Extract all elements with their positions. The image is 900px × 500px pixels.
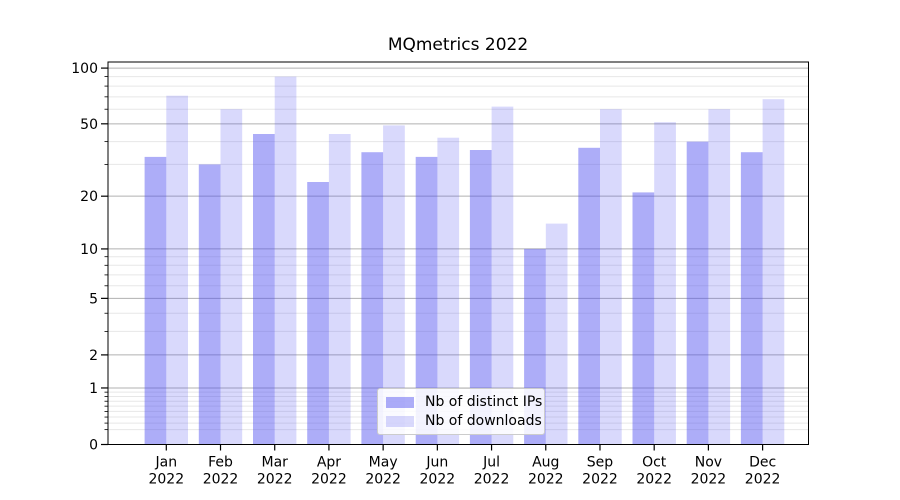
chart-title: MQmetrics 2022 [387, 35, 529, 55]
bar-downloads-aug [545, 223, 568, 444]
legend-item-downloads: Nb of downloads [386, 413, 542, 429]
x-tick-label-year-jan: 2022 [148, 472, 184, 488]
bar-ips-jul [469, 150, 492, 444]
y-tick-label-2: 2 [89, 348, 98, 364]
bar-ips-jan [144, 156, 167, 444]
bar-downloads-mar [274, 76, 297, 444]
x-tick-label-year-aug: 2022 [528, 472, 564, 488]
x-tick-label-month-mar: Mar [262, 455, 289, 471]
bar-downloads-jan [166, 95, 188, 444]
bar-ips-dec [740, 152, 763, 444]
bar-downloads-apr [328, 134, 351, 444]
bar-downloads-jun [437, 137, 460, 444]
bar-downloads-oct [654, 122, 676, 444]
x-tick-label-month-nov: Nov [695, 455, 722, 471]
x-tick-label-year-jun: 2022 [420, 472, 456, 488]
y-tick-label-20: 20 [80, 189, 98, 205]
legend: Nb of distinct IPs Nb of downloads [377, 388, 545, 435]
x-tick-label-month-jan: Jan [155, 455, 178, 471]
bar-downloads-nov [708, 109, 731, 444]
bar-ips-nov [686, 141, 709, 444]
y-tick-label-0: 0 [89, 438, 98, 454]
y-tick-label-10: 10 [80, 242, 98, 258]
bar-ips-sep [578, 147, 600, 445]
bar-downloads-may [383, 125, 405, 445]
x-tick-label-month-oct: Oct [642, 455, 667, 471]
x-tick-label-year-sep: 2022 [582, 472, 618, 488]
x-tick-label-month-feb: Feb [208, 455, 233, 471]
x-tick-label-year-dec: 2022 [745, 472, 781, 488]
x-tick-label-year-feb: 2022 [203, 472, 239, 488]
bar-ips-may [361, 152, 384, 444]
x-tick-label-month-aug: Aug [532, 455, 559, 471]
bar-downloads-sep [600, 109, 622, 444]
bar-ips-oct [632, 192, 655, 444]
y-tick-label-1: 1 [89, 381, 98, 397]
bar-ips-mar [253, 134, 275, 444]
bar-downloads-feb [220, 109, 243, 444]
x-tick-label-year-may: 2022 [365, 472, 401, 488]
bar-downloads-jul [491, 106, 514, 444]
y-tick-label-100: 100 [71, 61, 98, 77]
x-tick-label-year-apr: 2022 [311, 472, 347, 488]
x-tick-label-month-sep: Sep [587, 455, 614, 471]
x-tick-label-year-jul: 2022 [474, 472, 510, 488]
x-tick-label-year-mar: 2022 [257, 472, 293, 488]
legend-label-distinct-ips: Nb of distinct IPs [425, 394, 543, 410]
bar-ips-jun [415, 156, 438, 444]
legend-label-downloads: Nb of downloads [425, 413, 542, 429]
y-tick-label-5: 5 [89, 291, 98, 307]
legend-swatch-distinct-ips [386, 396, 414, 408]
legend-item-distinct-ips: Nb of distinct IPs [386, 394, 542, 410]
x-tick-label-month-apr: Apr [317, 455, 341, 471]
bar-ips-feb [198, 164, 221, 444]
legend-swatch-downloads [386, 415, 414, 427]
plot-border [107, 61, 809, 445]
y-tick-label-50: 50 [80, 117, 98, 133]
x-tick-label-month-may: May [369, 455, 398, 471]
x-tick-label-year-nov: 2022 [691, 472, 727, 488]
x-tick-label-year-oct: 2022 [636, 472, 672, 488]
x-tick-label-month-dec: Dec [749, 455, 776, 471]
bar-ips-apr [307, 182, 329, 444]
bar-downloads-dec [762, 99, 785, 444]
x-tick-label-month-jul: Jul [482, 455, 500, 471]
x-tick-label-month-jun: Jun [425, 455, 448, 471]
